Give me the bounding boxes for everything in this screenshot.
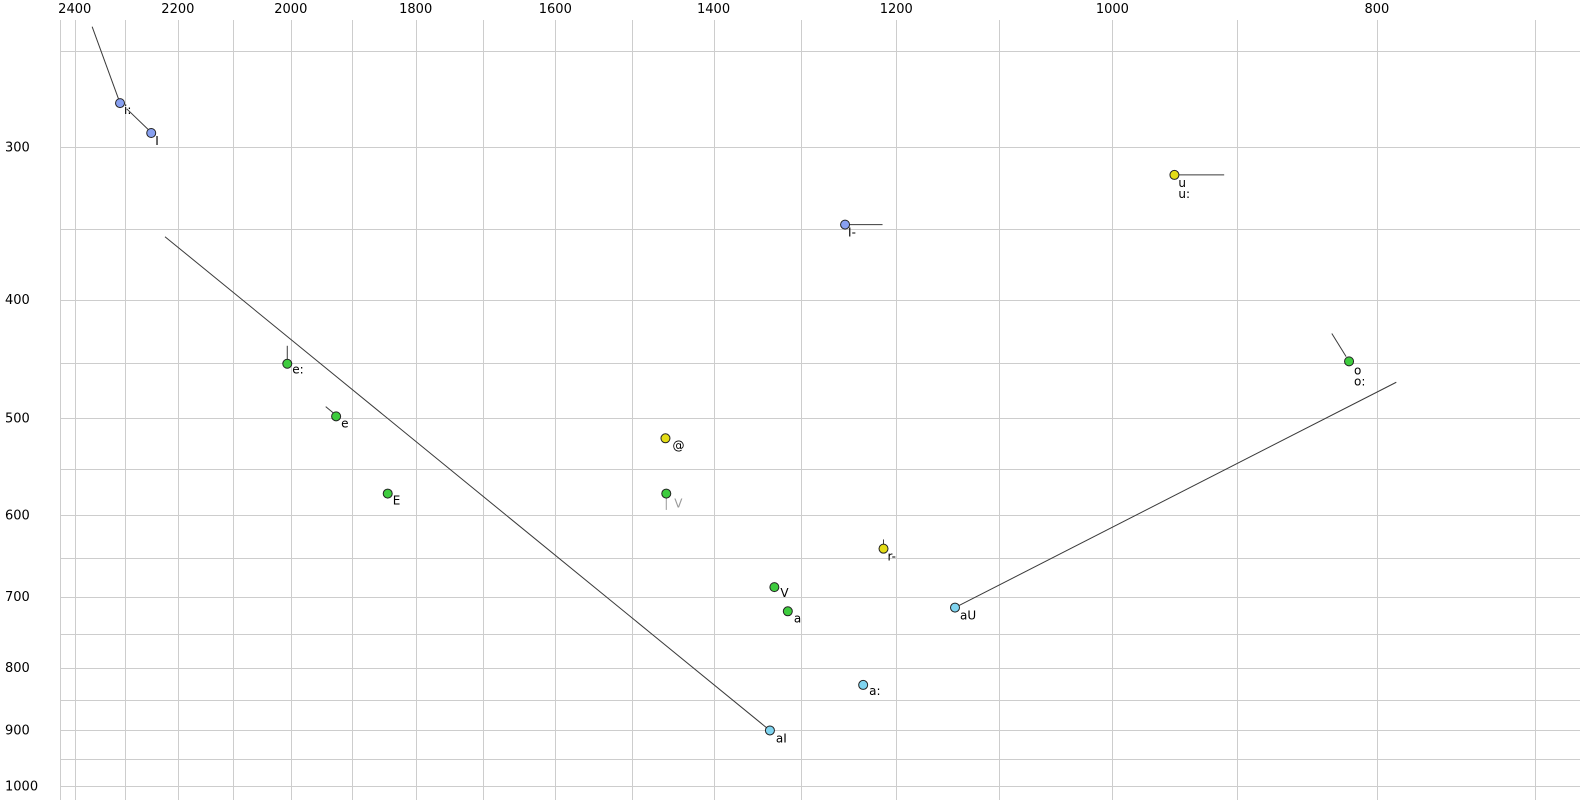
- vowel-point-@[interactable]: [660, 433, 671, 444]
- x-tick-label: 2400: [58, 2, 91, 17]
- x-tick-label: 1800: [399, 2, 432, 17]
- vowel-label: i:: [124, 103, 131, 117]
- vowel-label: e:: [292, 363, 303, 377]
- trajectory-line: [954, 381, 1397, 609]
- vowel-point-E[interactable]: [382, 488, 393, 499]
- vowel-point-e:[interactable]: [282, 358, 293, 369]
- vowel-label: a:: [869, 684, 880, 698]
- x-tick-label: 2000: [274, 2, 307, 17]
- y-tick-label: 800: [5, 661, 30, 676]
- vowel-point-u[interactable]: [1169, 169, 1180, 180]
- vowel-label: a: [794, 611, 801, 625]
- y-tick-label: 700: [5, 590, 30, 605]
- x-tick-label: 2200: [161, 2, 194, 17]
- vowel-point-a[interactable]: [782, 606, 793, 617]
- vowel-label: I-: [848, 226, 856, 240]
- vowel-point-o[interactable]: [1344, 356, 1355, 367]
- x-tick-label: 1200: [880, 2, 913, 17]
- y-tick-label: 400: [5, 293, 30, 308]
- y-tick-label: 300: [5, 140, 30, 155]
- vowel-label: u: [1178, 176, 1186, 190]
- vowel-label: u:: [1178, 187, 1190, 201]
- vowel-label: E: [393, 494, 401, 508]
- vowel-point-i:[interactable]: [115, 98, 126, 109]
- vowel-point-aI[interactable]: [764, 725, 775, 736]
- x-tick-label: 1600: [539, 2, 572, 17]
- vowel-label: r-: [888, 550, 897, 564]
- vowel-label: V: [674, 497, 683, 511]
- trajectory-line: [164, 236, 771, 731]
- x-tick-label: 1400: [697, 2, 730, 17]
- vowel-label: o: [1354, 363, 1361, 377]
- vowel-point-e[interactable]: [331, 411, 342, 422]
- vowel-point-V[interactable]: [661, 488, 672, 499]
- vowel-label: I: [155, 134, 159, 148]
- vowel-label: e: [341, 416, 348, 430]
- trajectory-line: [91, 26, 121, 104]
- vowel-label: V: [780, 586, 789, 600]
- vowel-point-V[interactable]: [769, 582, 780, 593]
- vowel-point-aU[interactable]: [950, 602, 961, 613]
- vowel-label: aI: [776, 731, 787, 745]
- x-tick-label: 1000: [1096, 2, 1129, 17]
- vowel-label: o:: [1354, 374, 1365, 388]
- vowel-point-I-[interactable]: [840, 219, 851, 230]
- x-tick-label: 800: [1364, 2, 1389, 17]
- trajectory-line: [1331, 333, 1347, 357]
- trajectory-line: [126, 108, 149, 130]
- vowel-label: @: [672, 438, 684, 452]
- vowel-label: aU: [960, 609, 976, 623]
- y-tick-label: 600: [5, 508, 30, 523]
- vowel-point-I[interactable]: [146, 128, 157, 139]
- vowel-point-a:[interactable]: [858, 679, 869, 690]
- y-tick-label: 500: [5, 411, 30, 426]
- vowel-point-r-[interactable]: [878, 543, 889, 554]
- y-tick-label: 900: [5, 723, 30, 738]
- y-tick-label: 1000: [5, 779, 38, 794]
